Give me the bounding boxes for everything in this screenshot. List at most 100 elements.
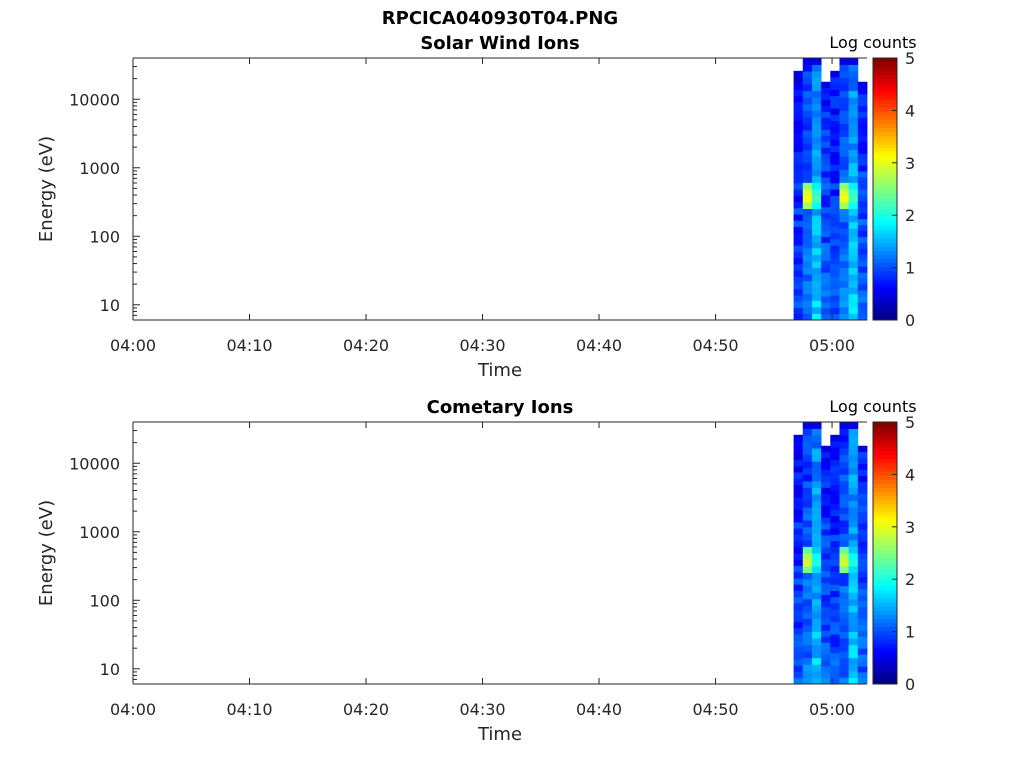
heatmap-cell — [793, 559, 804, 567]
heatmap-cell — [821, 308, 831, 315]
colorbar-swatch — [873, 217, 897, 223]
colorbar-swatch — [873, 234, 897, 239]
heatmap-cell — [848, 566, 859, 574]
heatmap-cell — [793, 307, 804, 315]
heatmap-cell — [802, 513, 813, 521]
heatmap-cell — [821, 212, 831, 220]
heatmap-cell — [848, 579, 859, 587]
heatmap-cell — [811, 90, 822, 98]
x-tick-label: 04:00 — [110, 336, 156, 355]
heatmap-cell — [830, 503, 840, 510]
heatmap-cell — [857, 87, 868, 95]
heatmap-cell — [830, 578, 840, 585]
heatmap-cell — [793, 497, 804, 504]
heatmap-cell — [830, 170, 840, 178]
heatmap-cell — [857, 606, 868, 613]
heatmap-cell — [848, 162, 859, 170]
heatmap-cell — [839, 103, 850, 111]
heatmap-cell — [830, 189, 840, 196]
heatmap-cell — [821, 230, 831, 238]
colorbar-swatch — [873, 438, 897, 443]
heatmap-cell — [793, 640, 804, 648]
heatmap-cell — [830, 120, 840, 128]
heatmap-cell — [821, 547, 831, 554]
heatmap-cell — [811, 58, 822, 65]
colorbar-swatch — [873, 626, 897, 632]
heatmap-cell — [802, 97, 813, 105]
heatmap-cell — [793, 83, 804, 90]
heatmap-cell — [793, 207, 804, 215]
heatmap-cell — [830, 677, 840, 685]
heatmap-cell — [839, 474, 850, 482]
colorbar-swatch — [873, 503, 897, 509]
heatmap-cell — [857, 129, 868, 136]
heatmap-cell — [811, 592, 822, 600]
colorbar-swatch — [873, 164, 897, 170]
colorbar-swatch — [873, 569, 897, 574]
colorbar-swatch — [873, 458, 897, 464]
colorbar-swatch — [873, 180, 897, 186]
heatmap-cell — [848, 90, 859, 98]
heatmap-cell — [793, 465, 804, 473]
y-tick-label: 10 — [100, 296, 120, 315]
colorbar-swatch — [873, 270, 897, 276]
heatmap-cell — [802, 208, 813, 216]
heatmap-cell — [802, 215, 813, 223]
heatmap-cell — [839, 71, 850, 79]
heatmap-cell — [793, 139, 804, 146]
x-tick-label: 04:30 — [459, 336, 505, 355]
heatmap-cell — [811, 130, 822, 137]
heatmap-cell — [830, 553, 840, 560]
heatmap-cell — [839, 189, 850, 196]
heatmap-cell — [793, 251, 804, 259]
colorbar-swatch — [873, 299, 897, 305]
colorbar-swatch — [873, 176, 897, 182]
heatmap-cell — [830, 559, 840, 567]
heatmap-cell — [830, 652, 840, 660]
heatmap-cell — [839, 97, 850, 105]
panels: Solar Wind Ions 04:00 04:10 04:20 04:30 04:40… — [36, 33, 917, 745]
heatmap-cell — [821, 248, 831, 255]
x-tick-label: 04:40 — [576, 700, 622, 719]
heatmap-cell — [802, 103, 813, 111]
heatmap-cell — [848, 228, 859, 236]
heatmap-cell — [802, 487, 813, 495]
heatmap-cell — [793, 151, 804, 159]
heatmap-cell — [830, 307, 840, 315]
heatmap-cell — [857, 499, 868, 506]
colorbar-swatch — [873, 589, 897, 595]
colorbar-swatch — [873, 479, 897, 484]
heatmap-cell — [821, 535, 831, 542]
heatmap-cell — [839, 428, 850, 436]
heatmap-cell — [839, 143, 850, 151]
heatmap-cell — [839, 539, 850, 547]
heatmap-cell — [857, 624, 868, 631]
x-tick-label: 04:50 — [692, 336, 738, 355]
heatmap-cell — [802, 202, 813, 210]
heatmap-cell — [830, 465, 840, 473]
heatmap-cell — [857, 547, 868, 554]
heatmap-cell — [802, 195, 813, 203]
heatmap-cell — [848, 130, 859, 137]
heatmap-cell — [839, 195, 850, 203]
colorbar-tick-label: 5 — [905, 413, 915, 432]
heatmap-cell — [839, 526, 850, 534]
heatmap-cell — [857, 230, 868, 238]
heatmap-cell — [848, 435, 859, 443]
heatmap-cell — [802, 664, 813, 672]
heatmap-cell — [793, 288, 804, 296]
heatmap-cell — [821, 183, 831, 190]
colorbar-swatch — [873, 303, 897, 309]
colorbar-swatch — [873, 524, 897, 529]
heatmap-cell — [811, 651, 822, 659]
heatmap-cell — [793, 120, 804, 128]
heatmap-cell — [857, 457, 868, 465]
heatmap-cell — [821, 314, 831, 321]
x-tick-label: 05:00 — [809, 700, 855, 719]
heatmap-cell — [821, 666, 831, 673]
heatmap-cell — [848, 474, 859, 482]
heatmap-cell — [848, 274, 859, 282]
colorbar-swatch — [873, 209, 897, 215]
heatmap-cell — [839, 513, 850, 521]
